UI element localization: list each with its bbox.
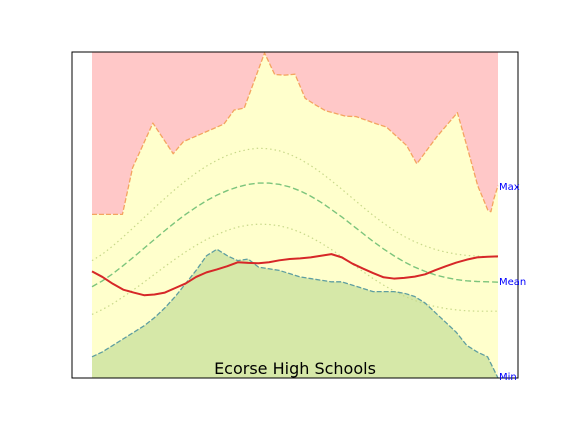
chart-title: Ecorse High Schools	[214, 359, 376, 378]
min-line	[91, 248, 499, 379]
plot-frame	[71, 51, 519, 379]
right-label-max: Max	[499, 182, 520, 193]
right-label-min: Min	[499, 372, 517, 383]
plot-area	[91, 52, 499, 379]
max-line	[92, 52, 499, 215]
upper-dotted-line	[91, 147, 499, 262]
right-label-mean: Mean	[499, 277, 526, 288]
school-line	[91, 253, 499, 297]
above-max-area	[92, 52, 498, 215]
right-labels: Max Mean Min	[499, 182, 526, 383]
min-max-band-area	[92, 52, 498, 378]
below-min-area	[92, 249, 498, 378]
